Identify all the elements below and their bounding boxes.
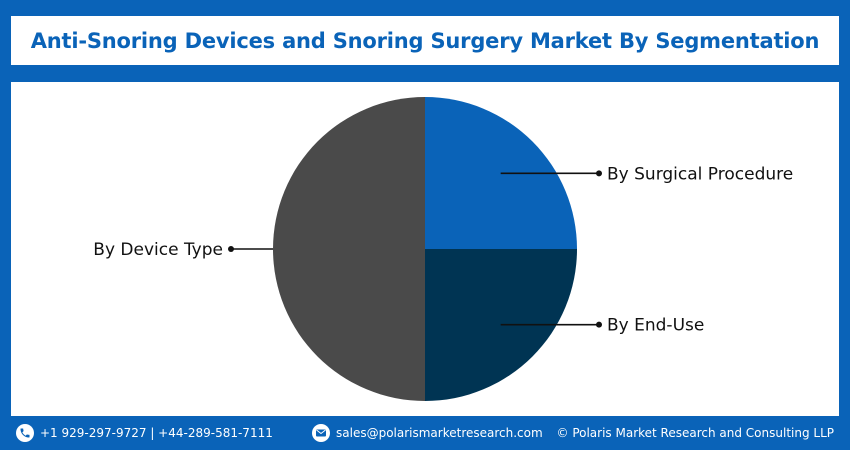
footer: +1 929-297-9727 | +44-289-581-7111 sales… (0, 416, 850, 450)
pie-labels: By Surgical Procedure By End-Use By Device… (93, 164, 793, 335)
leader-dot-0 (596, 170, 602, 177)
pie-leaders (228, 170, 602, 328)
footer-copyright-text: © Polaris Market Research and Consulting… (556, 426, 835, 440)
mail-icon (312, 424, 330, 442)
footer-copyright: © Polaris Market Research and Consulting… (557, 416, 835, 450)
chart-title: Anti-Snoring Devices and Snoring Surgery… (30, 28, 820, 53)
title-box: Anti-Snoring Devices and Snoring Surgery… (11, 16, 839, 65)
chart-panel: By Surgical Procedure By End-Use By Device… (11, 82, 839, 416)
pie-slice-2 (273, 97, 425, 401)
phone-icon (16, 424, 34, 442)
pie-slices (273, 97, 577, 401)
footer-phone-text: +1 929-297-9727 | +44-289-581-7111 (40, 426, 273, 440)
slice-label-0: By Surgical Procedure (607, 164, 793, 184)
slice-label-2: By Device Type (93, 240, 223, 260)
leader-dot-1 (596, 321, 602, 328)
footer-email-text: sales@polarismarketresearch.com (336, 426, 543, 440)
slice-label-1: By End-Use (607, 316, 704, 336)
pie-chart: By Surgical Procedure By End-Use By Device… (93, 97, 793, 401)
footer-email: sales@polarismarketresearch.com (312, 416, 543, 450)
leader-dot-2 (228, 246, 234, 252)
footer-phone: +1 929-297-9727 | +44-289-581-7111 (16, 416, 273, 450)
